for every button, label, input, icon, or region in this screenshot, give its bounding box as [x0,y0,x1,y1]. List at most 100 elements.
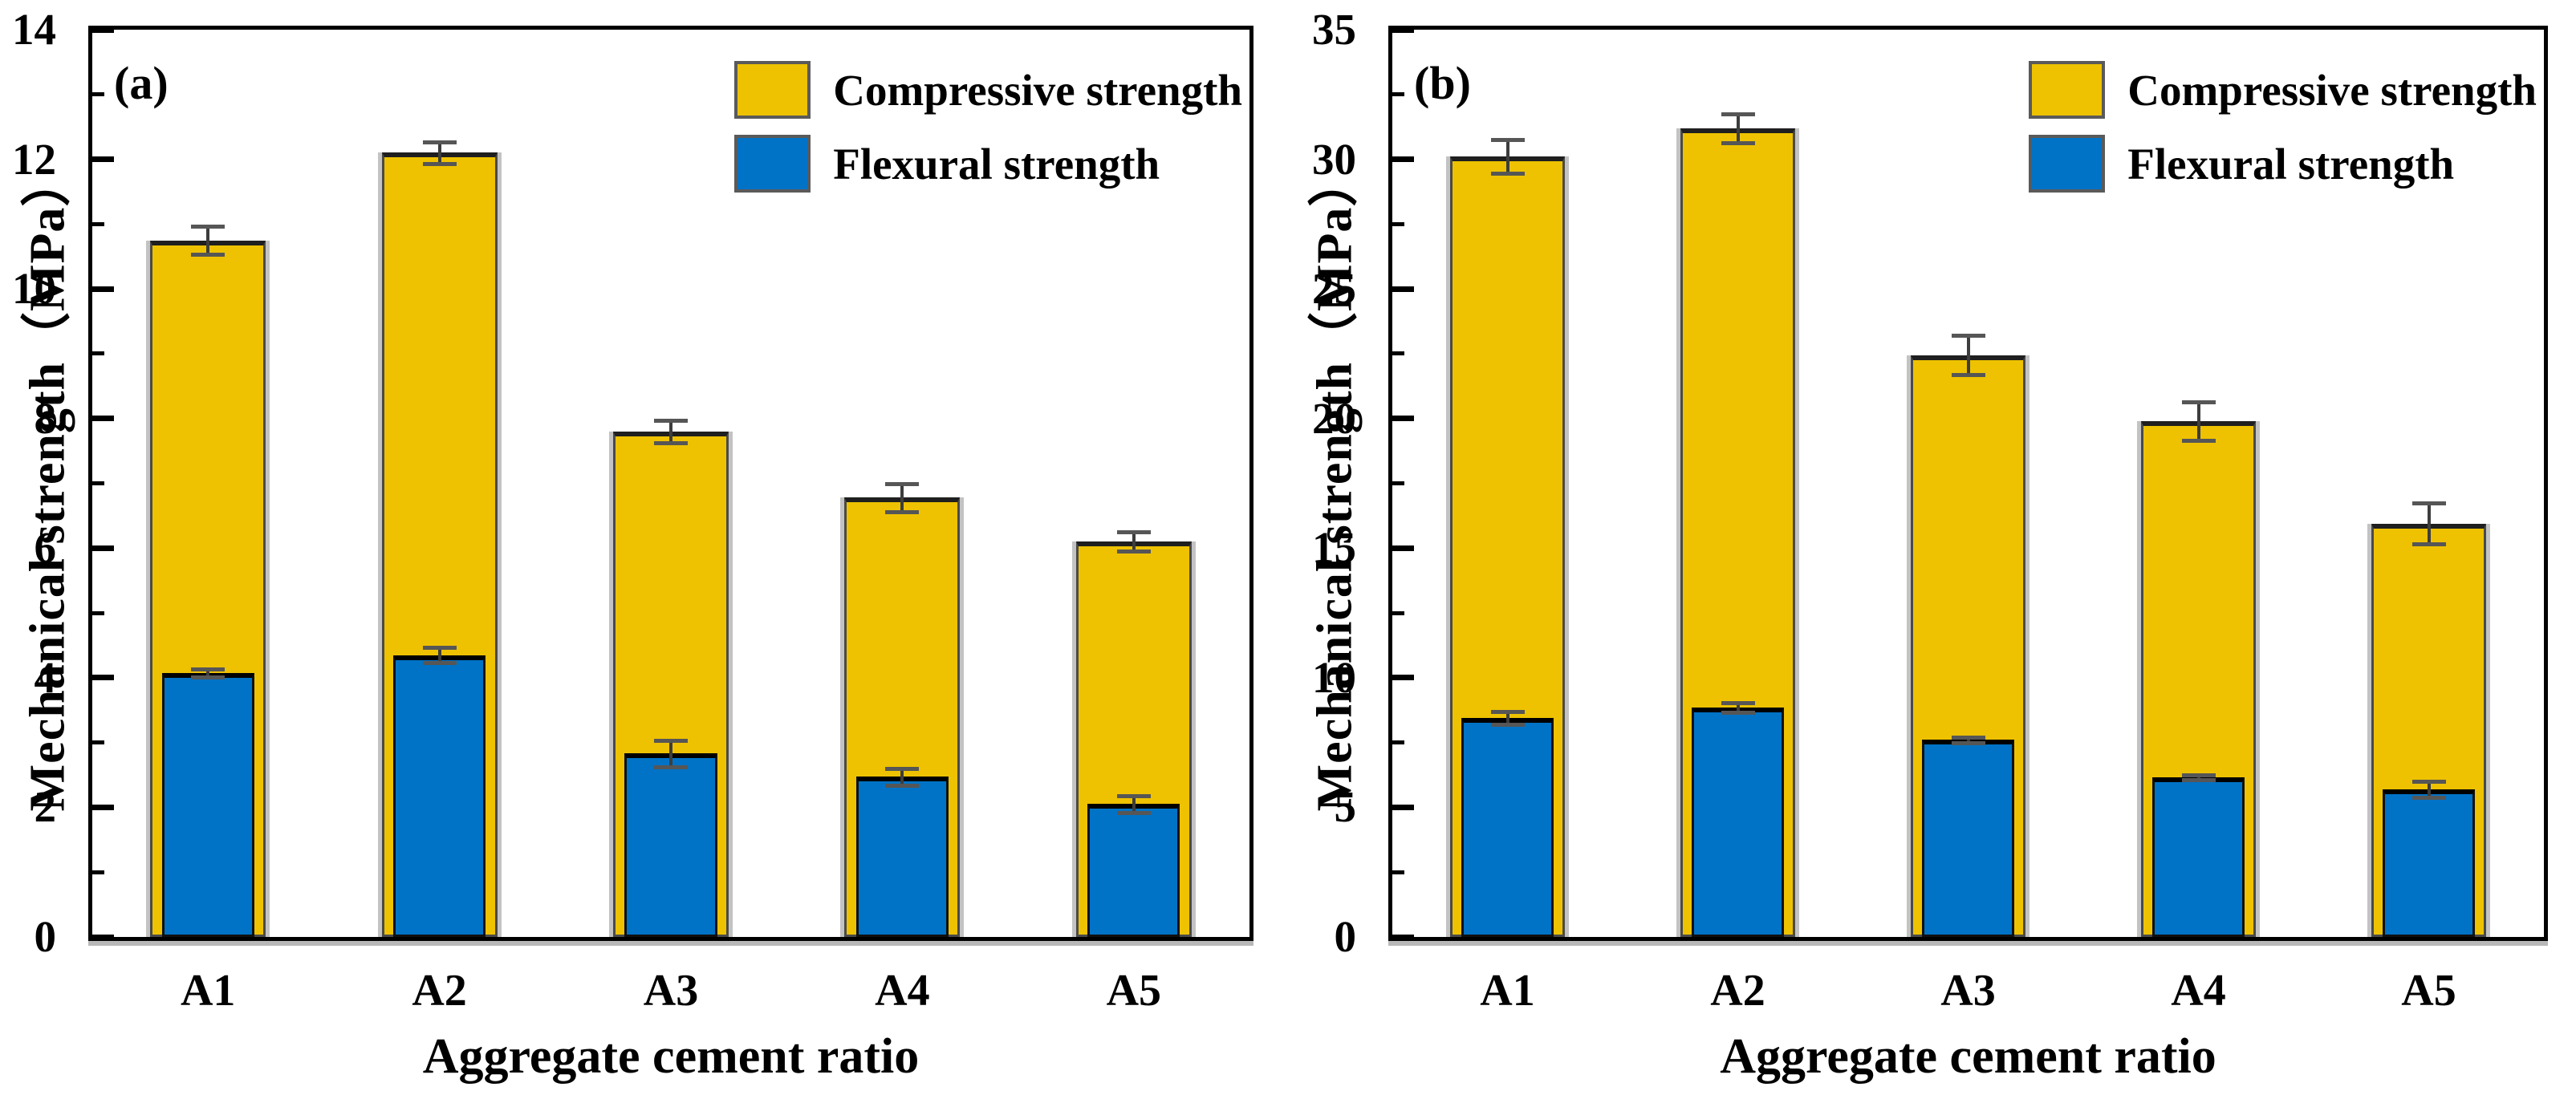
y-major-tick [92,545,114,551]
error-bar-line [2196,401,2200,441]
bar-flexural-A5 [1087,804,1180,937]
error-bar-cap-top [191,224,226,229]
error-bar-line [1505,711,1509,725]
y-minor-tick [92,610,104,615]
error-bar-cap-bottom [885,510,920,515]
y-tick-label: 8 [34,393,57,443]
error-bar-cap-bottom [1116,810,1151,815]
y-minor-tick [1392,870,1404,874]
error-bar-cap-bottom [1951,372,1985,377]
x-category-label-A2: A2 [412,966,467,1016]
error-bar-cap-bottom [1490,172,1525,176]
y-tick-label: 4 [34,652,57,702]
error-bar-line [2427,502,2431,545]
y-major-tick [92,675,114,681]
error-bar-line [1132,795,1136,813]
error-bar-cap-bottom [2411,542,2446,547]
error-bar-line [900,768,904,785]
legend-label-flexural: Flexural strength [2127,139,2455,189]
y-tick-label: 6 [34,523,57,573]
legend-label-flexural: Flexural strength [833,139,1160,189]
error-bar-cap-top [1951,735,1985,740]
error-bar-line [1132,532,1136,552]
error-bar-cap-top [422,140,457,144]
x-category-label-A2: A2 [1710,966,1765,1016]
y-major-tick [1392,26,1414,33]
error-bar-line [437,647,441,663]
y-tick-label: 12 [12,134,56,184]
legend-b: Compressive strength Flexural strength [2029,61,2537,193]
error-bar-cap-bottom [191,253,226,258]
y-major-tick [92,26,114,33]
y-major-tick [1392,675,1414,681]
legend-a: Compressive strength Flexural strength [734,61,1242,193]
error-bar-line [900,483,904,513]
error-bar-cap-bottom [1490,723,1525,728]
error-bar-cap-top [654,419,688,424]
x-category-label-A4: A4 [2171,966,2226,1016]
error-bar-cap-top [2411,780,2446,785]
error-bar-cap-bottom [422,162,457,167]
x-category-label-A4: A4 [875,966,930,1016]
y-major-tick [92,804,114,810]
y-tick-label: 20 [1312,393,1356,443]
y-tick-label: 30 [1312,134,1356,184]
bar-flexural-A3 [624,753,717,937]
error-bar-line [1966,736,1970,744]
y-major-tick [92,286,114,292]
legend-item-flexural: Flexural strength [734,135,1160,193]
y-tick-label: 10 [12,264,56,314]
legend-label-compressive: Compressive strength [833,65,1242,115]
error-bar-cap-bottom [885,783,920,788]
error-bar-line [2427,781,2431,797]
error-bar-cap-bottom [1951,741,1985,746]
legend-swatch-flexural [734,135,811,193]
error-bar-cap-top [422,645,457,650]
x-axis-title-b: Aggregate cement ratio [1720,1029,2216,1084]
y-minor-tick [92,92,104,97]
error-bar-cap-bottom [422,661,457,666]
y-major-tick [92,156,114,163]
error-bar-cap-bottom [1721,140,1755,145]
y-minor-tick [92,870,104,874]
y-major-tick [1392,416,1414,422]
y-minor-tick [1392,351,1404,356]
error-bar-cap-top [885,481,920,486]
error-bar-cap-bottom [2181,439,2216,444]
y-minor-tick [1392,221,1404,226]
error-bar-cap-top [2411,501,2446,505]
y-minor-tick [1392,610,1404,615]
error-bar-line [206,669,210,678]
y-minor-tick [1392,92,1404,97]
x-category-label-A3: A3 [1940,966,1996,1016]
y-minor-tick [92,481,104,485]
error-bar-cap-bottom [654,764,688,769]
error-bar-cap-top [654,739,688,744]
y-major-tick [1392,934,1414,940]
error-bar-cap-top [1951,334,1985,339]
error-bar-line [206,225,210,255]
y-tick-label: 25 [1312,264,1356,314]
legend-swatch-compressive [2029,61,2106,119]
x-axis-title-a: Aggregate cement ratio [422,1029,920,1084]
error-bar-cap-top [1490,709,1525,714]
error-bar-line [1736,114,1740,143]
error-bar-cap-top [191,667,226,672]
error-bar-cap-top [1721,700,1755,705]
error-bar-line [1505,140,1509,174]
bar-flexural-A2 [1692,708,1784,937]
error-bar-line [669,740,672,767]
x-category-label-A1: A1 [180,966,236,1016]
legend-label-compressive: Compressive strength [2127,65,2537,115]
y-minor-tick [1392,740,1404,745]
error-bar-line [1966,335,1970,375]
y-minor-tick [1392,481,1404,485]
error-bar-line [669,420,672,443]
y-tick-label: 0 [1334,912,1357,961]
y-minor-tick [92,351,104,356]
bar-flexural-A5 [2383,789,2475,937]
panel-letter-b: (b) [1414,57,1471,109]
bar-flexural-A4 [2152,777,2245,937]
legend-item-compressive: Compressive strength [734,61,1242,119]
